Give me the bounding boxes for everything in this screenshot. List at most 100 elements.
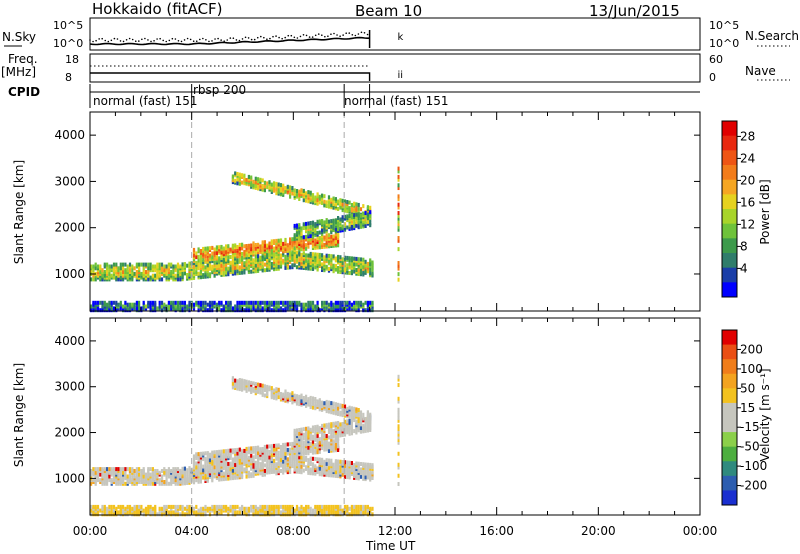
data-cell [263,504,266,509]
data-cell [369,258,372,263]
data-cell [362,302,365,307]
data-cell [350,461,353,465]
data-cell [257,263,260,268]
data-cell [397,435,400,440]
data-cell [266,243,269,248]
data-cell [397,416,400,421]
data-cell [106,481,109,486]
nsearch-point [162,39,164,42]
data-cell [311,300,315,305]
data-cell [362,504,365,509]
data-cell [397,216,400,221]
data-cell [208,506,212,511]
data-cell [149,504,152,509]
data-cell [99,478,102,483]
data-cell [343,427,347,432]
data-cell [341,472,344,477]
data-cell [314,510,317,515]
data-cell [197,300,200,305]
data-cell [316,236,319,241]
data-cell [190,276,193,281]
data-cell [282,308,285,313]
data-cell [188,300,191,305]
colorbar-tick-label: 12 [740,217,755,231]
data-cell [293,250,296,255]
data-cell [362,204,365,209]
data-cell [147,270,150,274]
data-cell [282,392,285,397]
data-cell [126,467,129,472]
data-cell [279,504,283,509]
data-cell [241,242,244,247]
data-cell [135,474,138,479]
data-cell [231,448,234,453]
data-cell [252,459,255,464]
data-cell [286,243,289,248]
data-cell [323,242,326,247]
data-cell [165,304,168,309]
data-cell [362,510,365,515]
colorbar-segment [722,209,737,225]
data-cell [259,300,262,305]
nsearch-point [266,38,268,40]
data-cell [115,275,118,280]
data-cell [341,422,344,426]
data-cell [261,300,264,305]
data-cell [257,506,260,511]
data-cell [348,200,351,205]
data-cell [266,461,269,466]
data-cell [163,467,166,472]
data-cell [343,419,347,424]
data-cell [341,215,344,220]
data-cell [156,469,159,473]
data-cell [199,249,202,253]
data-cell [257,257,260,262]
data-cell [279,445,283,449]
data-cell [300,427,303,432]
data-cell [183,475,186,480]
data-cell [273,388,276,393]
nsearch-point [144,37,146,40]
data-cell [321,504,324,509]
data-cell [241,504,244,509]
data-cell [257,242,260,247]
nsearch-point [360,31,363,34]
data-cell [309,467,312,472]
xtick-label: 04:00 [174,524,209,538]
data-cell [343,408,347,413]
data-cell [131,268,134,273]
data-cell [353,269,356,274]
data-cell [181,504,184,509]
data-cell [197,457,200,462]
data-cell [327,204,331,209]
data-cell [311,450,315,455]
data-cell [128,302,132,307]
data-cell [311,462,315,467]
data-cell [397,263,400,268]
data-cell [254,176,257,181]
data-cell [348,431,351,436]
data-cell [236,258,239,263]
data-cell [289,194,292,199]
data-cell [332,234,335,239]
data-cell [167,510,170,515]
data-cell [222,265,225,270]
data-cell [236,265,239,270]
data-cell [215,453,218,458]
data-cell [341,198,344,203]
data-cell [261,306,264,311]
data-cell [261,253,264,258]
xtick-label: 12:00 [378,524,413,538]
data-cell [350,424,353,428]
ytick-label: 4000 [54,334,85,348]
data-cell [195,251,198,256]
data-cell [268,241,271,246]
data-cell [332,196,335,201]
data-cell [279,392,283,396]
data-cell [314,265,317,270]
data-cell [325,399,328,404]
data-cell [236,181,239,186]
data-cell [270,453,273,458]
data-cell [192,454,196,459]
data-cell [357,219,360,224]
